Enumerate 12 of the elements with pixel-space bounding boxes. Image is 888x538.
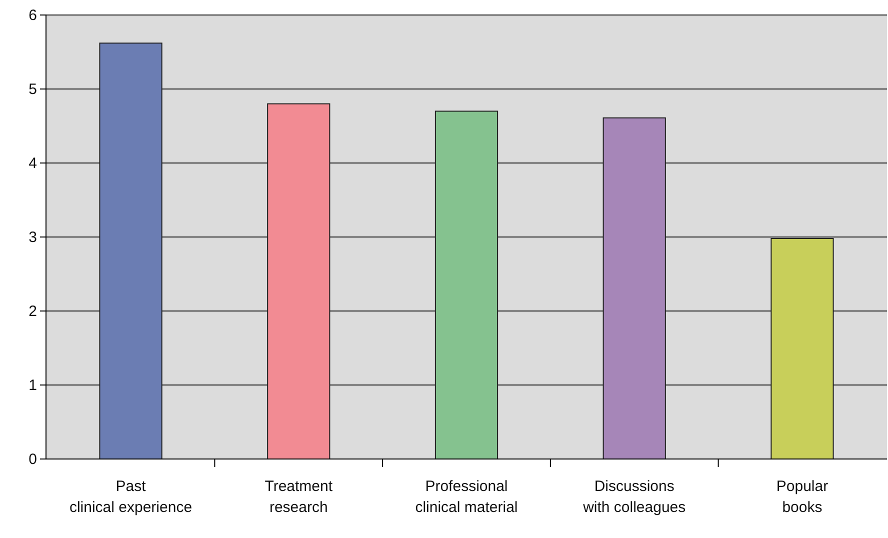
- y-tick-label: 6: [28, 6, 37, 24]
- x-tick-label: Discussions with colleagues: [582, 478, 686, 516]
- x-tick-label: Treatment research: [264, 478, 334, 516]
- y-tick-label: 0: [28, 450, 37, 468]
- y-tick-label: 4: [28, 154, 37, 172]
- y-tick-label: 1: [28, 376, 37, 394]
- y-tick-label: 3: [28, 228, 37, 246]
- y-tick-label: 2: [28, 302, 37, 320]
- y-tick-label: 5: [28, 80, 37, 98]
- x-tick-label: Popular books: [776, 478, 828, 516]
- x-tick-label: Professional clinical material: [415, 478, 518, 516]
- x-tick-label: Past clinical experience: [69, 478, 192, 516]
